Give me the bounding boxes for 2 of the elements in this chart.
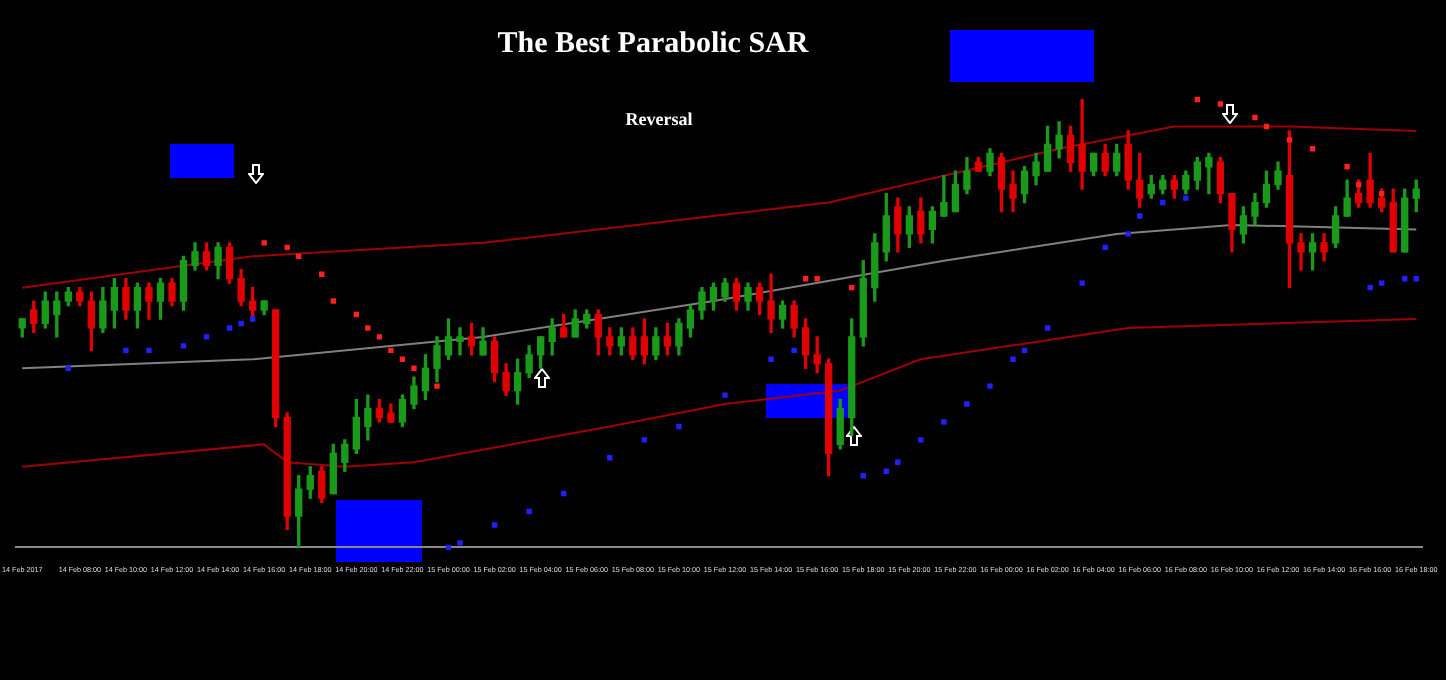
annotation: Reversal	[625, 108, 694, 129]
chart-title: The Best Parabolic SAR	[497, 27, 809, 60]
